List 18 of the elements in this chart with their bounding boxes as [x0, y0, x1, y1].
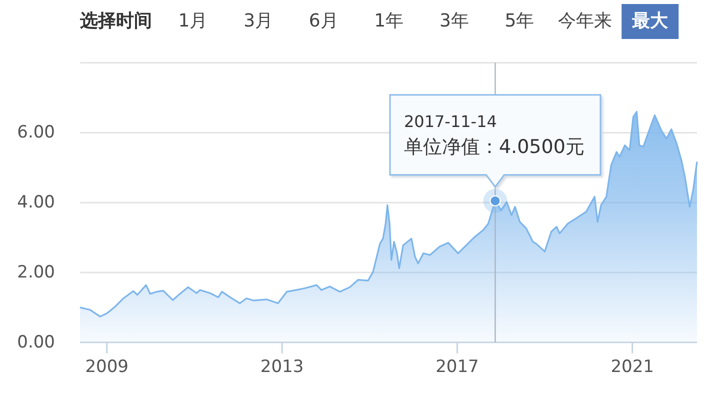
y-tick-label: 2.00: [17, 262, 55, 282]
x-tick-label: 2013: [260, 357, 304, 377]
range-option-label: 1月: [178, 10, 208, 32]
range-option-label: 3年: [439, 10, 469, 32]
x-tick-label: 2017: [436, 357, 479, 377]
annotation: 2017-11-14 单位净值：4.0500元: [404, 112, 584, 158]
y-tick-label: 6.00: [17, 122, 55, 143]
range-option-label: 1年: [374, 10, 404, 32]
range-option-label: 今年来: [558, 10, 612, 32]
range-option-label: 6月: [308, 10, 338, 32]
range-option-label: 3月: [244, 10, 274, 32]
range-option-label: 5年: [504, 10, 534, 32]
chart-title: 选择时间: [80, 10, 152, 32]
y-tick-label: 0.00: [17, 332, 55, 352]
x-tick-label: 2021: [610, 357, 654, 377]
x-tick-label: 2009: [85, 357, 128, 377]
y-tick-label: 4.00: [17, 192, 55, 213]
range-option-label: 最大: [632, 10, 668, 32]
